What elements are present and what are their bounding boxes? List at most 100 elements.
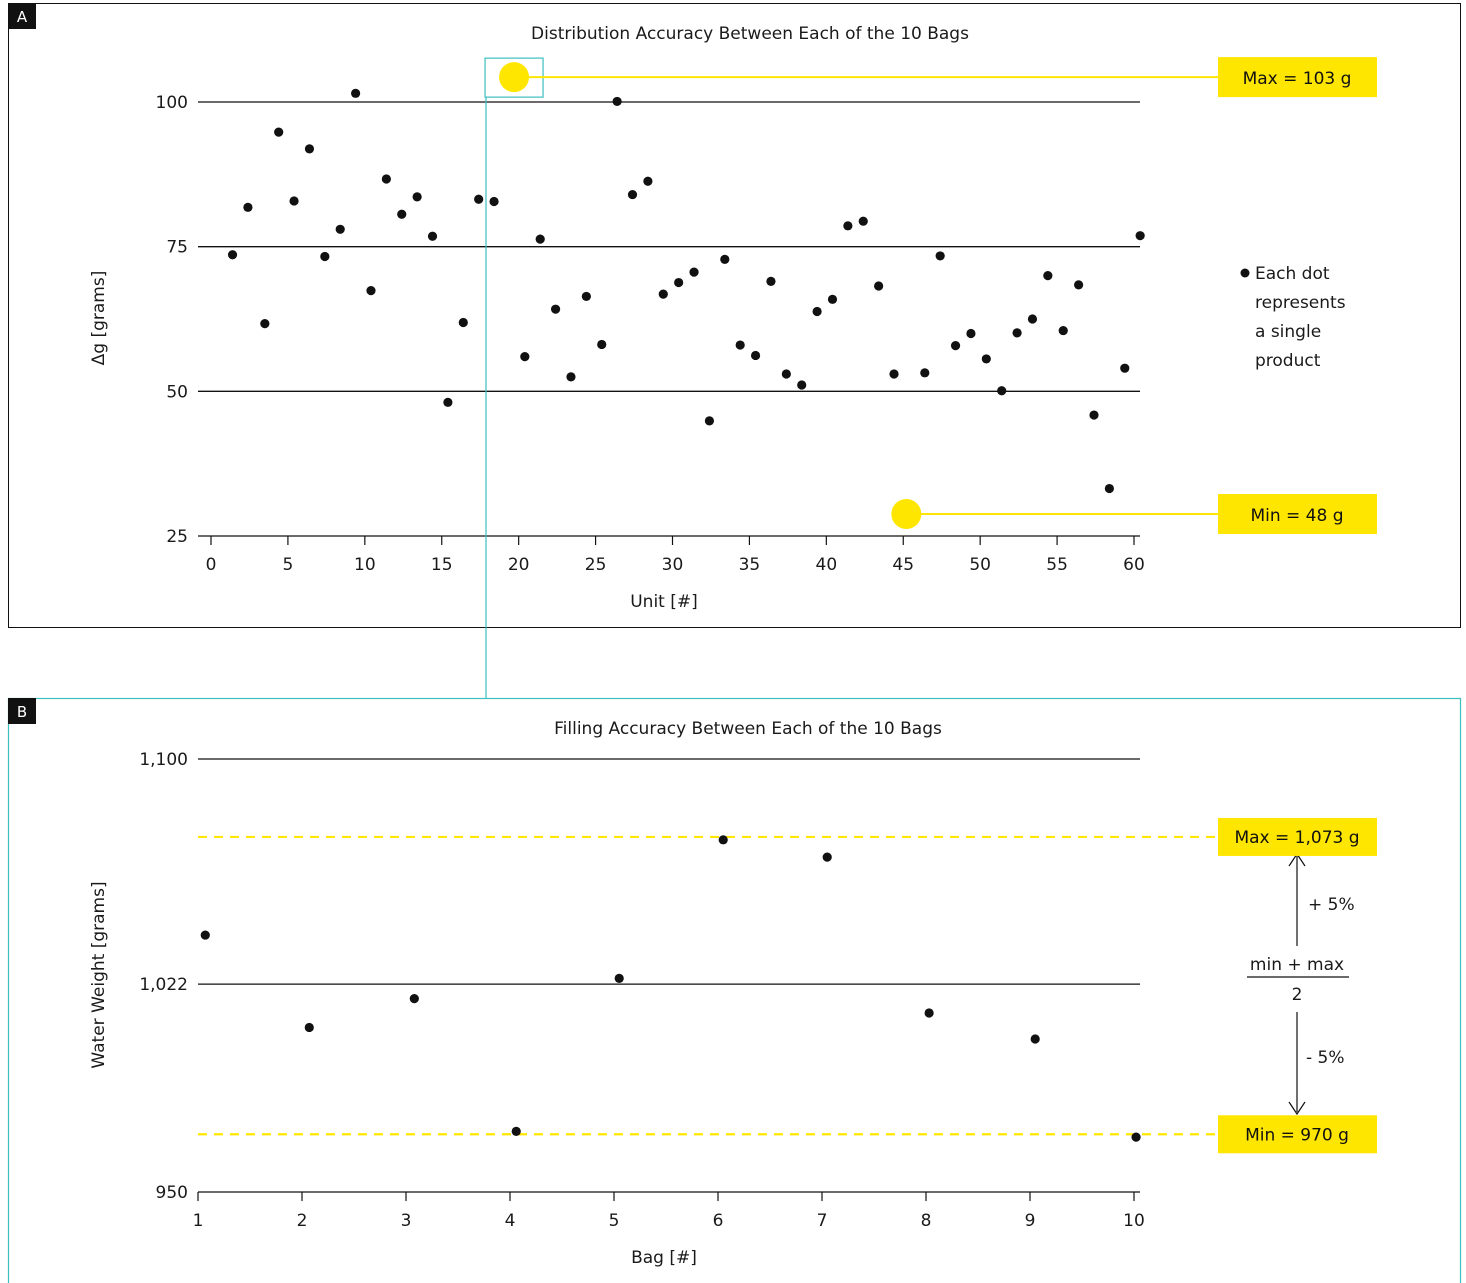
- x-tick-label-a: 60: [1123, 555, 1145, 575]
- y-tick-label-a: 50: [166, 382, 188, 402]
- data-point-a: [643, 176, 653, 186]
- data-point-a: [843, 221, 853, 231]
- x-tick-label-b: 3: [401, 1211, 412, 1231]
- data-point-b: [718, 835, 728, 845]
- data-point-a: [243, 202, 253, 212]
- x-tick-label-a: 30: [662, 555, 684, 575]
- data-point-a: [474, 194, 484, 204]
- data-point-a: [304, 144, 315, 154]
- data-point-a: [227, 250, 238, 260]
- panel-b-y-axis-label: Water Weight [grams]: [89, 881, 109, 1068]
- data-point-a: [781, 369, 791, 379]
- data-point-a: [689, 267, 699, 277]
- data-point-a: [335, 224, 345, 234]
- panel-b-x-axis-label: Bag [#]: [631, 1248, 697, 1268]
- min-callout-label: Min = 48 g: [1250, 506, 1343, 526]
- data-point-a: [874, 281, 884, 291]
- data-point-a: [1027, 314, 1038, 324]
- data-point-a: [750, 350, 761, 361]
- x-tick-label-b: 5: [609, 1211, 620, 1231]
- data-point-a: [935, 251, 945, 261]
- y-tick-label-b: 950: [156, 1183, 188, 1203]
- data-point-b: [924, 1008, 934, 1018]
- min-callout-box: [1218, 494, 1377, 535]
- data-point-a: [1012, 328, 1022, 338]
- data-point-a: [381, 174, 391, 184]
- x-tick-label-b: 2: [297, 1211, 308, 1231]
- panel-b: B Filling Accuracy Between Each of the 1…: [7, 697, 1462, 1283]
- data-point-a: [1120, 363, 1130, 373]
- x-tick-label-b: 8: [921, 1211, 932, 1231]
- data-point-a: [920, 368, 930, 378]
- panel-a-title: Distribution Accuracy Between Each of th…: [531, 24, 969, 44]
- max-callout-box: [1218, 57, 1377, 98]
- data-point-a: [443, 397, 453, 407]
- data-point-a: [704, 416, 715, 426]
- x-tick-label-b: 4: [505, 1211, 516, 1231]
- x-tick-label-a: 55: [1046, 555, 1068, 575]
- max-callout-label: Max = 103 g: [1243, 69, 1352, 89]
- y-tick-label-a: 25: [166, 527, 188, 547]
- data-point-b: [304, 1022, 314, 1033]
- data-point-a: [1043, 271, 1053, 281]
- data-point-a: [950, 341, 961, 351]
- legend-line-4: product: [1255, 351, 1321, 371]
- x-tick-label-a: 25: [585, 555, 607, 575]
- panel-b-badge-label: B: [17, 703, 27, 721]
- panel-b-badge: [8, 698, 36, 724]
- data-point-a: [1058, 325, 1068, 336]
- max-callout-label-b: Max = 1,073 g: [1234, 828, 1359, 848]
- panel-a-x-axis-label: Unit [#]: [630, 592, 698, 612]
- data-point-a: [766, 276, 776, 286]
- data-point-a: [889, 369, 899, 379]
- data-point-a: [827, 294, 838, 304]
- x-tick-label-a: 40: [816, 555, 838, 575]
- data-point-a: [351, 88, 361, 98]
- tolerance-down-arrowhead-icon: [1288, 1101, 1306, 1116]
- data-point-a: [412, 192, 422, 202]
- tolerance-plus-label: + 5%: [1308, 895, 1355, 915]
- panel-a-badge: [8, 3, 36, 29]
- data-point-a: [735, 340, 745, 350]
- data-point-a: [612, 96, 622, 107]
- min-callout-label-b: Min = 970 g: [1245, 1125, 1349, 1145]
- data-point-a: [658, 289, 668, 299]
- tolerance-minus-label: - 5%: [1306, 1048, 1345, 1068]
- panel-a-y-axis-label: Δg [grams]: [89, 271, 109, 366]
- panel-a-frame: [8, 3, 1461, 628]
- data-point-a: [320, 251, 330, 262]
- tolerance-numerator: min + max: [1250, 955, 1344, 975]
- data-point-a: [427, 231, 438, 241]
- x-tick-label-a: 20: [508, 555, 530, 575]
- data-point-a: [274, 127, 284, 137]
- data-point-a: [858, 216, 868, 226]
- data-point-a: [458, 317, 468, 328]
- x-tick-label-b: 7: [817, 1211, 828, 1231]
- x-tick-label-a: 5: [283, 555, 294, 575]
- data-point-b: [822, 852, 832, 862]
- data-point-a: [981, 354, 991, 364]
- x-tick-label-a: 50: [969, 555, 991, 575]
- max-marker: [499, 62, 530, 93]
- max-callout-box-b: [1218, 817, 1377, 856]
- panel-a: A Distribution Accuracy Between Each of …: [8, 3, 1461, 628]
- x-tick-label-b: 10: [1123, 1211, 1145, 1231]
- legend-line-2: represents: [1255, 293, 1346, 313]
- data-point-a: [1089, 410, 1099, 420]
- data-point-a: [674, 277, 684, 288]
- data-point-a: [966, 328, 976, 339]
- data-point-b: [1131, 1132, 1141, 1142]
- min-callout-box-b: [1218, 1115, 1377, 1154]
- x-tick-label-b: 1: [193, 1211, 204, 1231]
- y-tick-label-b: 1,022: [139, 975, 188, 995]
- data-point-a: [366, 286, 376, 296]
- legend-line-3: a single: [1255, 322, 1321, 342]
- data-point-a: [520, 352, 530, 362]
- tolerance-annotation: + 5% min + max 2 - 5%: [1247, 852, 1355, 1116]
- data-point-a: [397, 209, 407, 219]
- data-point-a: [535, 234, 545, 244]
- panel-a-legend: Each dot represents a single product: [1240, 264, 1346, 371]
- data-point-a: [720, 254, 730, 264]
- data-point-a: [597, 339, 607, 350]
